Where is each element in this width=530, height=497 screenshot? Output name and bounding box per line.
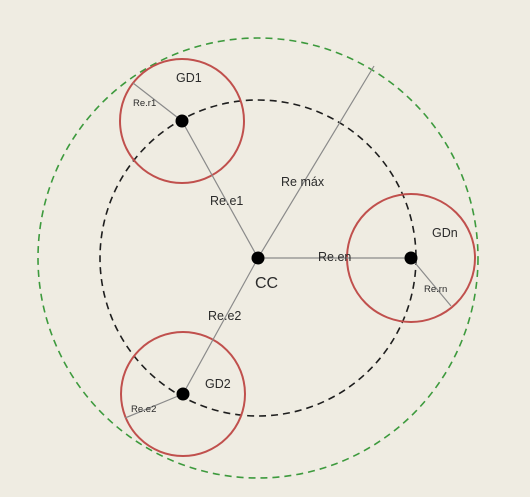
re-r1-label: Re.r1	[133, 98, 156, 109]
cc-node	[251, 251, 265, 265]
re-e2-label: Re.e2	[208, 309, 241, 323]
line-re-max	[257, 65, 375, 259]
gd2-circle	[120, 331, 246, 457]
line-re-e2-small	[124, 393, 184, 419]
re-rn-label: Re.rn	[424, 284, 447, 295]
gd1-node	[175, 114, 189, 128]
line-re-e1	[181, 120, 259, 259]
cc-label: CC	[255, 275, 278, 292]
line-re-r1	[132, 82, 183, 122]
gd2-label: GD2	[205, 377, 231, 391]
outer-boundary-circle	[37, 37, 479, 479]
gd1-label: GD1	[176, 71, 202, 85]
line-re-rn	[410, 257, 452, 307]
gd1-circle	[119, 58, 245, 184]
re-e2-small-label: Re.e2	[131, 404, 156, 415]
re-max-label: Re máx	[281, 175, 325, 189]
gdn-label: GDn	[432, 226, 458, 240]
gd2-node	[176, 387, 190, 401]
re-e1-label: Re.e1	[210, 194, 243, 208]
line-re-e2	[182, 257, 259, 395]
re-en-label: Re.en	[318, 250, 351, 264]
gdn-node	[404, 251, 418, 265]
